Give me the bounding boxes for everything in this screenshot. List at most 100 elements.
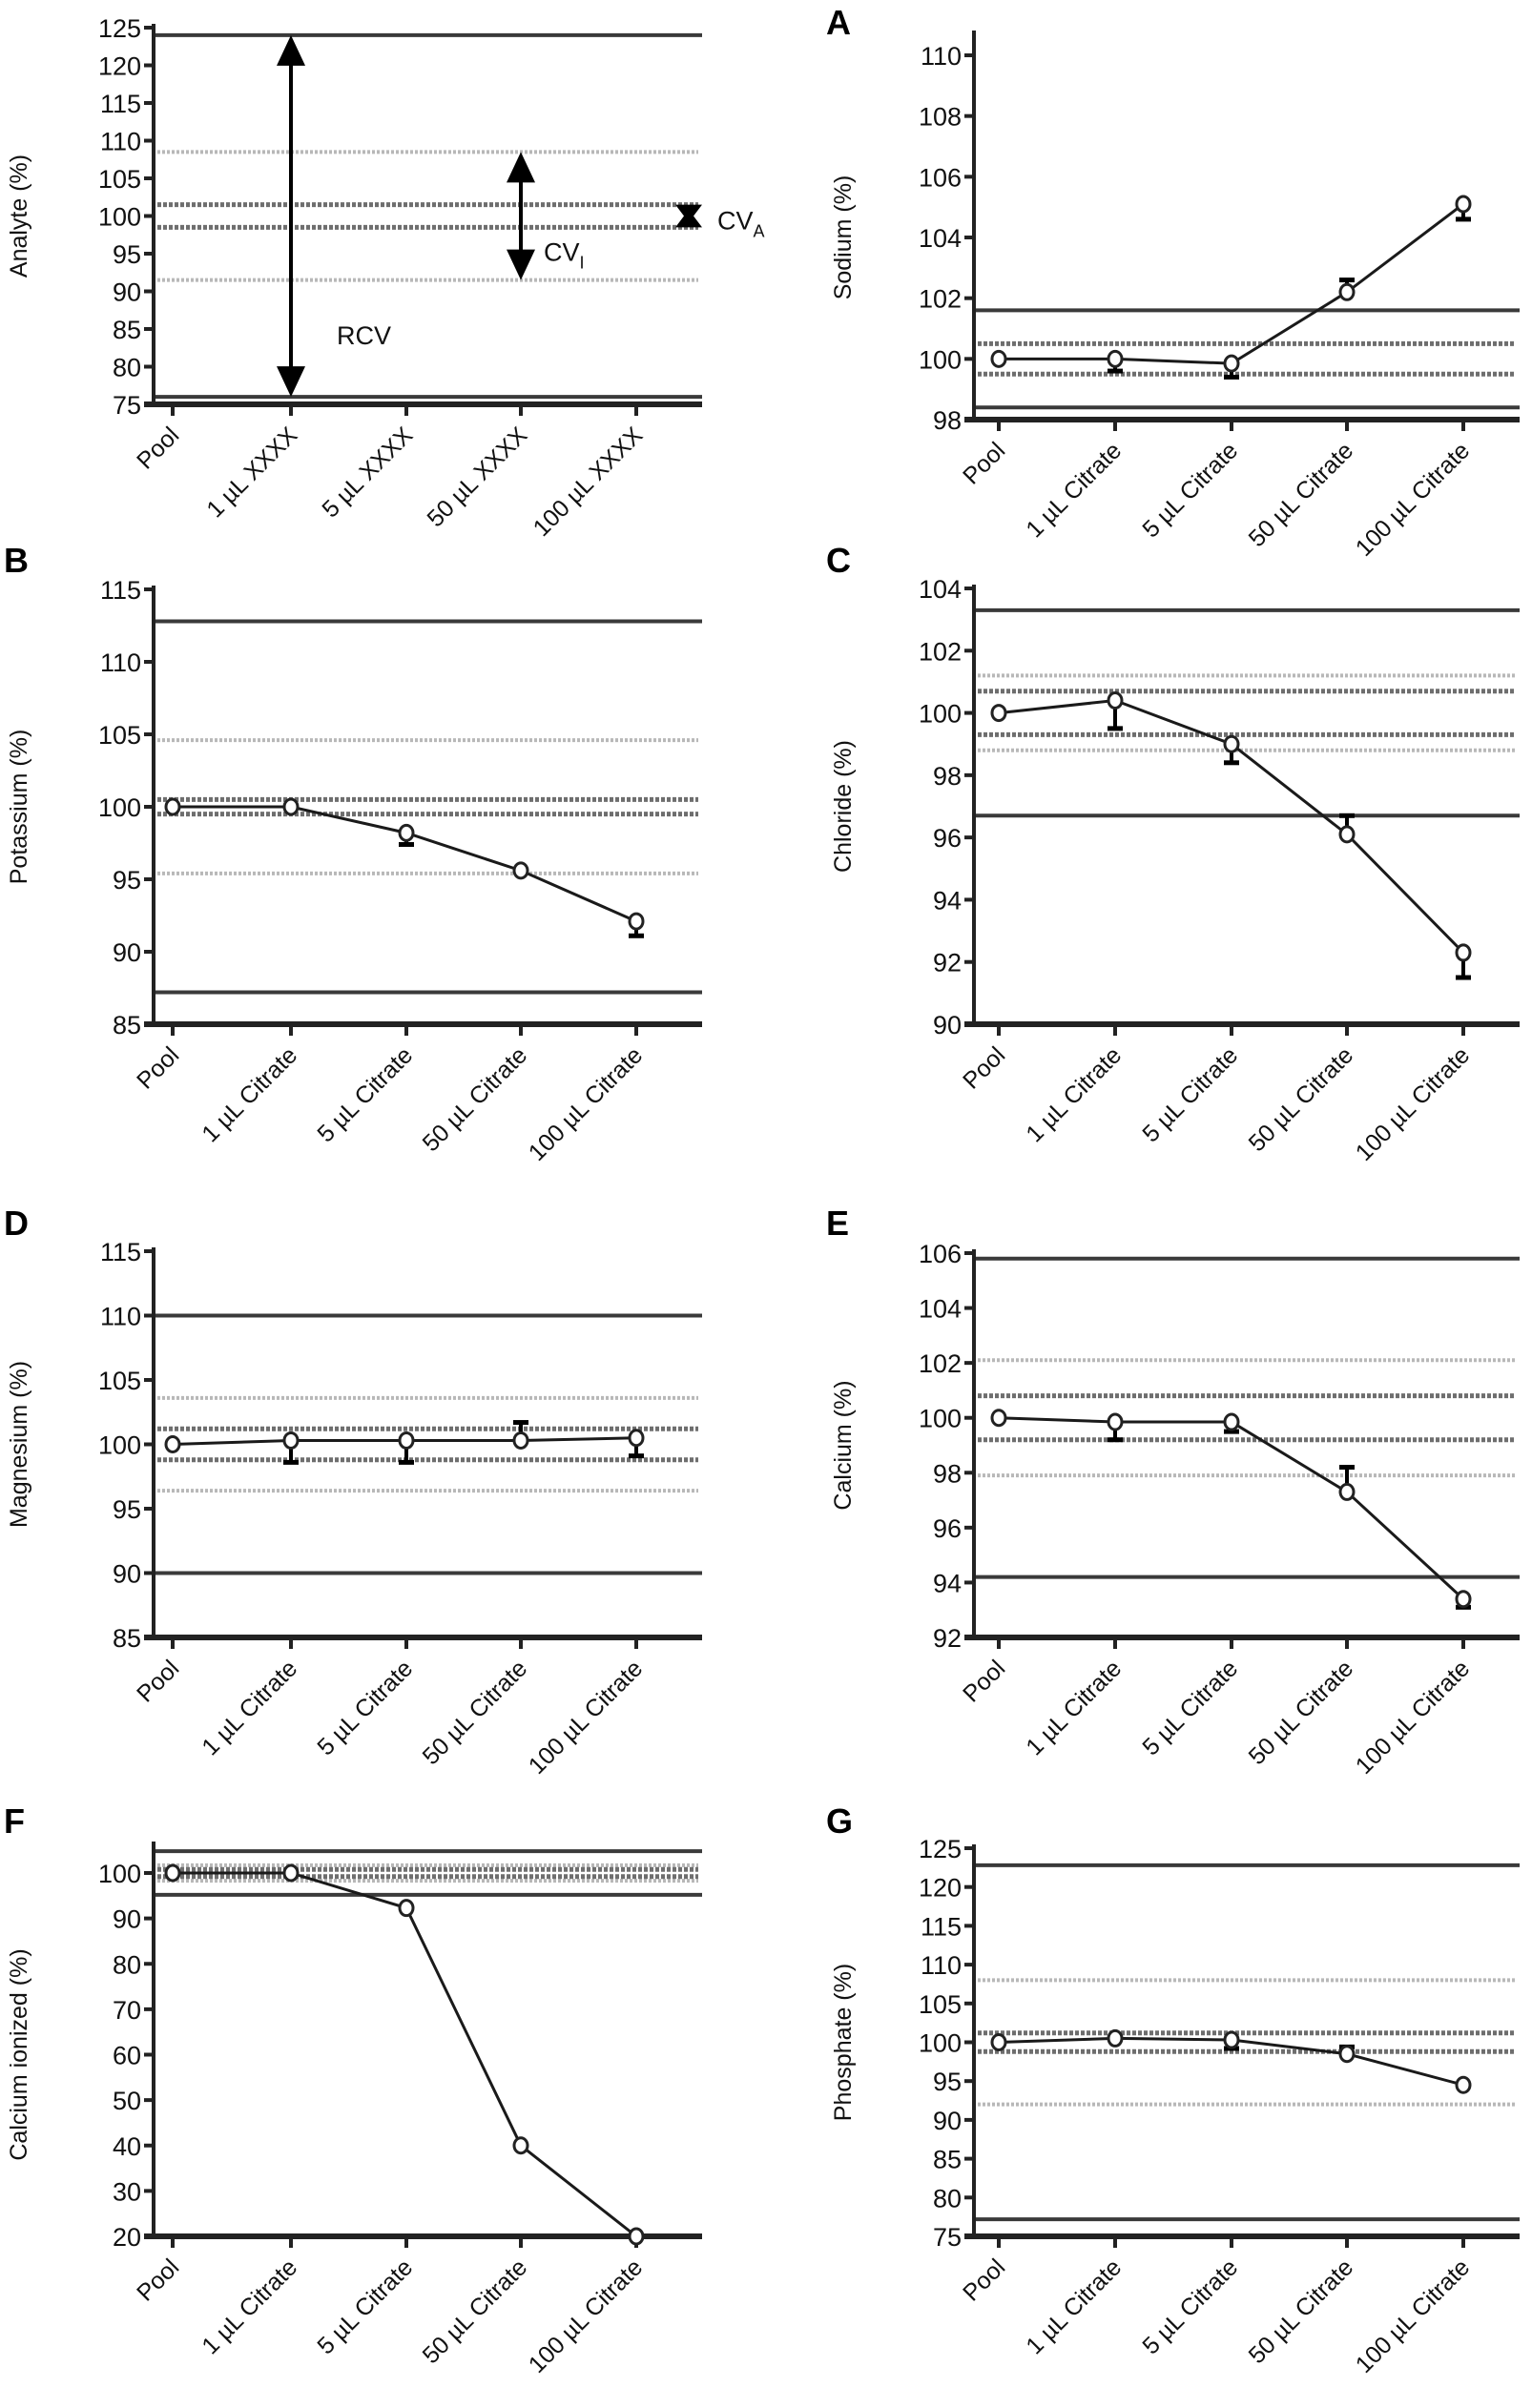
- y-tick-label: 100: [919, 345, 962, 374]
- series-line: [998, 1416, 1465, 1600]
- data-point: [1107, 349, 1124, 368]
- y-tick-label: 102: [919, 1349, 962, 1378]
- x-category-label: Pool: [132, 1655, 184, 1707]
- y-tick-label: 85: [113, 1011, 141, 1039]
- data-point: [1223, 354, 1240, 373]
- y-tick-label: 100: [919, 700, 962, 729]
- data-point: [1338, 282, 1356, 301]
- data-point: [282, 797, 300, 816]
- x-category-label: 50 µL Citrate: [1244, 1041, 1359, 1157]
- data-point: [990, 2033, 1007, 2051]
- data-point: [990, 1409, 1007, 1428]
- arrow-head-up: [277, 34, 305, 66]
- arrow-head-down: [277, 366, 305, 398]
- y-tick-label: 102: [919, 285, 962, 314]
- y-tick-label: 90: [113, 278, 141, 307]
- y-tick-label: 96: [933, 1514, 962, 1543]
- x-category-label: 5 µL Citrate: [312, 2254, 418, 2359]
- y-tick-label: 105: [98, 165, 141, 194]
- y-axis-title: Potassium (%): [6, 730, 32, 885]
- y-tick-label: 95: [933, 2068, 962, 2096]
- x-category-label: 50 µL Citrate: [1244, 2254, 1359, 2369]
- panel-a-sodium: A 98 100 102 104 106 108 110 Sodium (%) Pool 1 µL …: [826, 3, 1520, 562]
- y-tick-label: 85: [933, 2146, 962, 2174]
- data-point: [1455, 2075, 1472, 2094]
- y-tick-label: 105: [919, 1990, 962, 2019]
- data-point: [1455, 943, 1472, 962]
- y-tick-label: 110: [100, 128, 141, 156]
- data-point: [398, 1430, 415, 1450]
- data-point: [512, 2136, 529, 2155]
- x-category-label: 100 µL Citrate: [1351, 2254, 1476, 2378]
- x-category-label: 100 µL Citrate: [524, 2254, 649, 2378]
- x-category-label: 50 µL Citrate: [418, 1655, 533, 1770]
- y-tick-label: 100: [98, 1860, 141, 1888]
- data-point: [512, 1430, 529, 1450]
- x-category-label: 5 µL XXXX: [317, 422, 418, 523]
- y-tick-label: 100: [919, 1405, 962, 1433]
- y-tick-label: 90: [933, 1011, 962, 1039]
- y-tick-label: 96: [933, 824, 962, 853]
- y-tick-label: 108: [919, 103, 962, 132]
- x-category-label: 5 µL Citrate: [312, 1655, 418, 1760]
- y-tick-label: 40: [113, 2132, 141, 2161]
- y-tick-label: 115: [100, 1238, 141, 1266]
- y-tick-label: 95: [113, 866, 141, 895]
- cvi-label: CVI: [544, 238, 585, 273]
- y-tick-label: 104: [919, 224, 962, 253]
- data-point: [164, 797, 181, 816]
- x-category-label: 50 µL Citrate: [1244, 1655, 1359, 1770]
- y-tick-label: 92: [933, 949, 962, 978]
- panel-c-chloride: C 90 92 94 96 98 100 102 104 Chloride (%) Pool 1 µL…: [826, 541, 1520, 1166]
- data-point: [1455, 195, 1472, 214]
- y-tick-label: 100: [919, 2029, 962, 2058]
- y-tick-label: 106: [919, 1240, 962, 1268]
- x-category-label: 50 µL XXXX: [422, 422, 532, 532]
- panel-letter: C: [826, 541, 851, 580]
- cva-bowtie-icon: [675, 204, 702, 228]
- x-category-label: 1 µL Citrate: [197, 1041, 302, 1147]
- series-line: [173, 805, 637, 923]
- data-point: [1338, 1482, 1356, 1501]
- y-tick-label: 94: [933, 886, 962, 915]
- x-category-label: Pool: [958, 437, 1010, 489]
- y-tick-label: 90: [113, 938, 141, 967]
- x-category-label: Pool: [132, 1041, 184, 1094]
- panel-e-calcium: E 92 94 96 98 100 102 104 106 Calcium (%) Pool 1 µL…: [826, 1204, 1520, 1780]
- y-axis-title: Calcium (%): [830, 1380, 857, 1510]
- y-tick-label: 110: [921, 42, 962, 71]
- y-tick-label: 100: [98, 793, 141, 822]
- data-point: [1107, 1412, 1124, 1431]
- y-tick-label: 125: [919, 1835, 962, 1863]
- data-point: [398, 823, 415, 842]
- y-tick-label: 110: [100, 1303, 141, 1331]
- series-line: [173, 1871, 637, 2238]
- panel-d-magnesium: D 85 90 95 100 105 110 115 Magnesium (%) Pool 1 µL…: [4, 1204, 702, 1780]
- x-category-label: 1 µL Citrate: [1021, 1041, 1127, 1147]
- x-category-label: Pool: [132, 422, 184, 474]
- y-tick-label: 115: [921, 1912, 962, 1941]
- cva-subscript: A: [754, 222, 765, 241]
- data-point: [1455, 1590, 1472, 1609]
- cvi-subscript: I: [580, 254, 585, 273]
- y-tick-label: 95: [113, 240, 141, 269]
- x-category-label: 1 µL Citrate: [197, 1655, 302, 1760]
- x-category-label: 50 µL Citrate: [418, 2254, 533, 2369]
- x-category-label: Pool: [958, 1655, 1010, 1707]
- y-tick-label: 30: [113, 2177, 141, 2206]
- x-category-label: Pool: [132, 2254, 184, 2306]
- y-axis-title: Sodium (%): [830, 175, 857, 300]
- data-point: [990, 704, 1007, 723]
- y-tick-label: 94: [933, 1569, 962, 1597]
- data-point: [398, 1899, 415, 1918]
- y-tick-label: 80: [933, 2184, 962, 2212]
- data-point: [628, 1429, 645, 1448]
- x-category-label: 100 µL Citrate: [1351, 1041, 1476, 1166]
- panel-schematic: 75 80 85 90 95 100 105 110 115 120 125 Analyte (%) P…: [6, 14, 765, 542]
- panel-letter: B: [4, 541, 29, 580]
- y-tick-label: 90: [933, 2107, 962, 2135]
- rcv-label: RCV: [337, 321, 391, 350]
- panel-letter: F: [4, 1801, 25, 1841]
- y-tick-label: 90: [113, 1905, 141, 1934]
- arrow-head-down: [507, 249, 535, 280]
